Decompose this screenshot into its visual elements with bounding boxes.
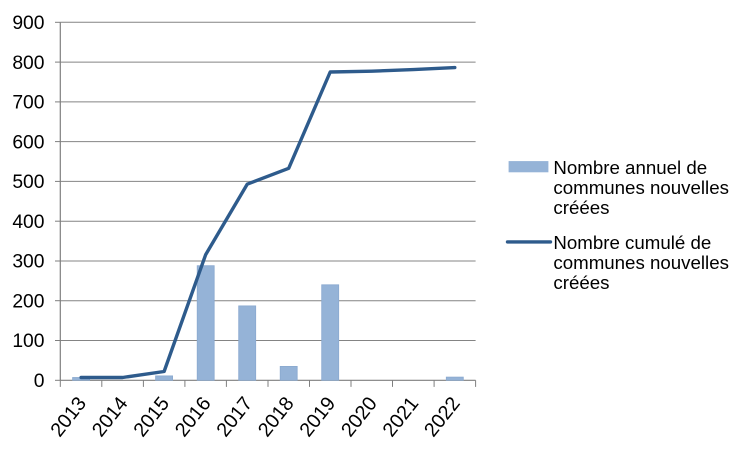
svg-text:2021: 2021	[379, 393, 424, 441]
svg-text:créées: créées	[553, 197, 609, 218]
svg-text:200: 200	[12, 291, 44, 312]
svg-text:700: 700	[12, 93, 44, 114]
svg-text:2014: 2014	[88, 393, 133, 441]
svg-text:Nombre annuel de: Nombre annuel de	[553, 157, 707, 178]
svg-text:400: 400	[12, 212, 44, 233]
svg-text:300: 300	[12, 252, 44, 273]
svg-text:100: 100	[12, 331, 44, 352]
svg-text:0: 0	[34, 371, 45, 392]
svg-text:2017: 2017	[212, 393, 257, 441]
svg-text:2013: 2013	[46, 393, 91, 441]
svg-text:communes nouvelles: communes nouvelles	[553, 177, 729, 198]
svg-text:2019: 2019	[295, 393, 340, 441]
svg-text:2022: 2022	[420, 393, 465, 441]
svg-text:Nombre cumulé de: Nombre cumulé de	[553, 232, 711, 253]
svg-text:communes nouvelles: communes nouvelles	[553, 252, 729, 273]
svg-text:900: 900	[12, 13, 44, 34]
svg-text:2016: 2016	[171, 393, 216, 441]
svg-text:2020: 2020	[337, 393, 382, 441]
svg-text:800: 800	[12, 53, 44, 74]
svg-text:créées: créées	[553, 272, 609, 293]
svg-text:500: 500	[12, 172, 44, 193]
svg-text:600: 600	[12, 132, 44, 153]
svg-text:2018: 2018	[254, 393, 299, 441]
svg-text:2015: 2015	[129, 393, 174, 441]
